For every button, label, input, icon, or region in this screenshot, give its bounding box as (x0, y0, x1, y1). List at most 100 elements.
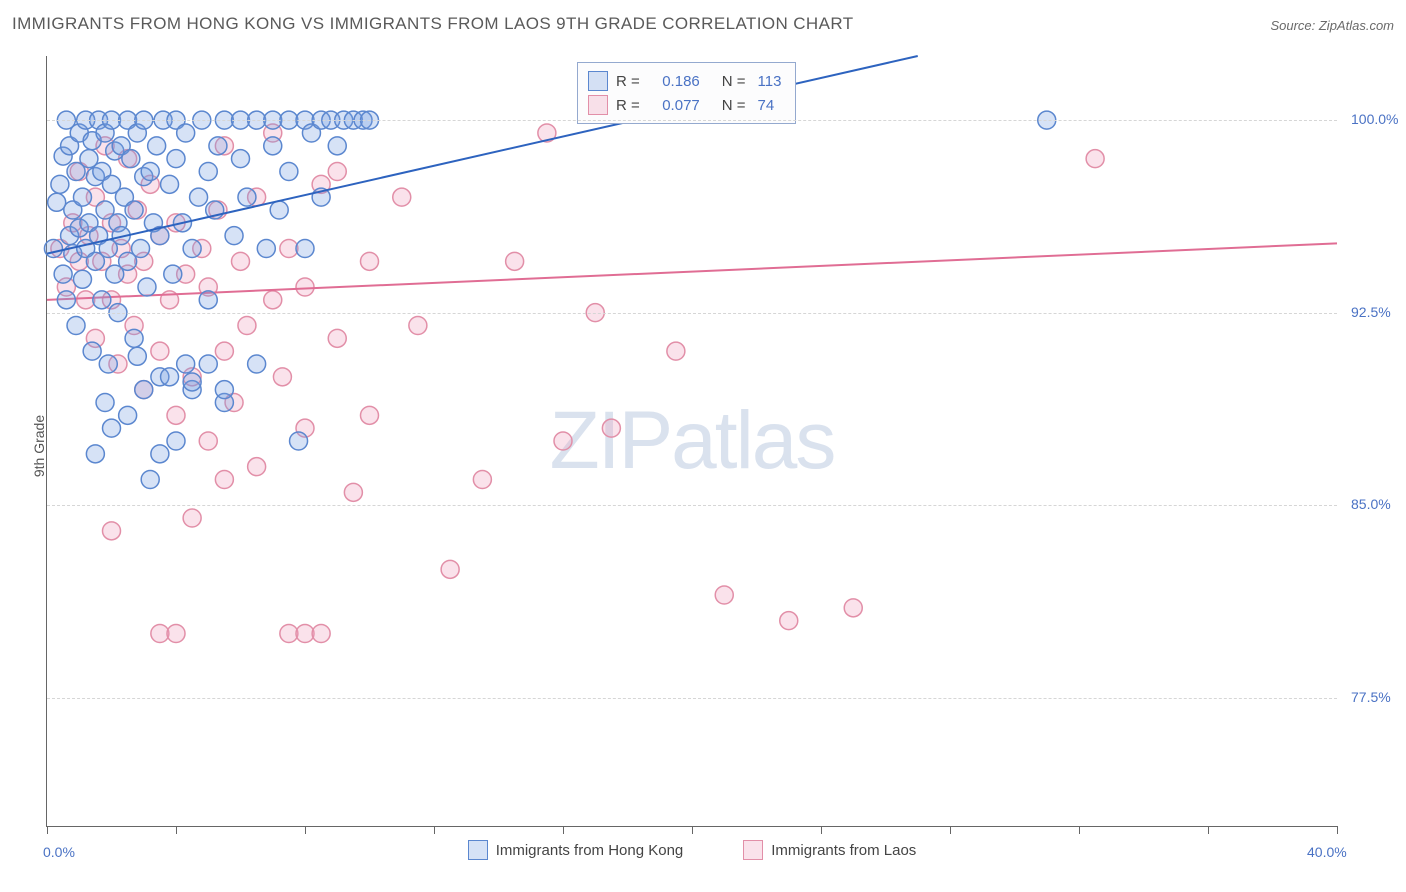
series-legend-hk: Immigrants from Hong Kong (468, 840, 684, 860)
legend-row-laos: R = 0.077 N = 74 (588, 93, 781, 117)
scatter-point (183, 373, 201, 391)
scatter-svg (47, 56, 1337, 826)
legend-r-label-hk: R = (616, 73, 640, 90)
scatter-point (344, 483, 362, 501)
scatter-point (361, 406, 379, 424)
scatter-point (73, 270, 91, 288)
scatter-point (280, 625, 298, 643)
xtick-mark (1079, 826, 1080, 834)
legend-swatch-hk (588, 71, 608, 91)
scatter-point (280, 163, 298, 181)
scatter-point (167, 432, 185, 450)
scatter-point (148, 137, 166, 155)
scatter-point (290, 432, 308, 450)
scatter-point (103, 419, 121, 437)
scatter-point (473, 471, 491, 489)
legend-r-label-laos: R = (616, 97, 640, 114)
series-label-laos: Immigrants from Laos (771, 842, 916, 859)
scatter-point (844, 599, 862, 617)
legend-n-label-laos: N = (722, 97, 746, 114)
scatter-point (209, 137, 227, 155)
scatter-point (141, 471, 159, 489)
legend-row-hk: R = 0.186 N = 113 (588, 69, 781, 93)
legend-n-label-hk: N = (722, 73, 746, 90)
scatter-point (296, 278, 314, 296)
scatter-point (409, 317, 427, 335)
scatter-point (141, 163, 159, 181)
scatter-point (264, 291, 282, 309)
scatter-point (161, 175, 179, 193)
scatter-point (328, 329, 346, 347)
scatter-point (51, 175, 69, 193)
scatter-point (177, 124, 195, 142)
scatter-point (393, 188, 411, 206)
scatter-point (554, 432, 572, 450)
source-label: Source: ZipAtlas.com (1270, 18, 1394, 33)
ytick-label: 77.5% (1351, 689, 1391, 705)
scatter-point (83, 342, 101, 360)
gridline-h (47, 120, 1337, 121)
scatter-point (77, 291, 95, 309)
series-swatch-hk (468, 840, 488, 860)
xtick-mark (176, 826, 177, 834)
series-swatch-laos (743, 840, 763, 860)
scatter-point (506, 252, 524, 270)
scatter-point (167, 406, 185, 424)
gridline-h (47, 698, 1337, 699)
scatter-point (132, 240, 150, 258)
series-label-hk: Immigrants from Hong Kong (496, 842, 684, 859)
scatter-point (125, 201, 143, 219)
legend-n-value-hk: 113 (758, 73, 782, 90)
scatter-point (183, 240, 201, 258)
scatter-point (183, 509, 201, 527)
scatter-point (238, 317, 256, 335)
scatter-point (86, 445, 104, 463)
scatter-point (667, 342, 685, 360)
xtick-mark (821, 826, 822, 834)
scatter-point (190, 188, 208, 206)
xtick-mark (950, 826, 951, 834)
scatter-point (1086, 150, 1104, 168)
y-axis-label: 9th Grade (31, 415, 47, 477)
scatter-point (257, 240, 275, 258)
scatter-point (199, 432, 217, 450)
correlation-legend: R = 0.186 N = 113 R = 0.077 N = 74 (577, 62, 796, 124)
scatter-point (215, 342, 233, 360)
series-legend: Immigrants from Hong Kong Immigrants fro… (47, 840, 1337, 860)
scatter-point (441, 560, 459, 578)
series-legend-laos: Immigrants from Laos (743, 840, 916, 860)
gridline-h (47, 505, 1337, 506)
scatter-point (125, 329, 143, 347)
xtick-mark (563, 826, 564, 834)
legend-n-value-laos: 74 (758, 97, 775, 114)
scatter-point (328, 137, 346, 155)
scatter-point (128, 347, 146, 365)
legend-swatch-laos (588, 95, 608, 115)
scatter-point (57, 291, 75, 309)
scatter-point (135, 381, 153, 399)
scatter-point (296, 240, 314, 258)
scatter-point (167, 150, 185, 168)
scatter-point (167, 625, 185, 643)
xtick-label: 40.0% (1307, 844, 1347, 860)
legend-r-value-laos: 0.077 (648, 97, 700, 114)
scatter-point (151, 625, 169, 643)
scatter-point (199, 355, 217, 373)
gridline-h (47, 313, 1337, 314)
scatter-point (151, 342, 169, 360)
scatter-point (138, 278, 156, 296)
scatter-point (232, 252, 250, 270)
scatter-point (361, 252, 379, 270)
scatter-point (312, 625, 330, 643)
legend-r-value-hk: 0.186 (648, 73, 700, 90)
scatter-point (215, 471, 233, 489)
scatter-point (93, 291, 111, 309)
scatter-point (248, 458, 266, 476)
scatter-point (122, 150, 140, 168)
scatter-point (264, 137, 282, 155)
ytick-label: 100.0% (1351, 111, 1398, 127)
scatter-point (199, 163, 217, 181)
scatter-point (177, 355, 195, 373)
scatter-point (44, 240, 62, 258)
scatter-point (270, 201, 288, 219)
